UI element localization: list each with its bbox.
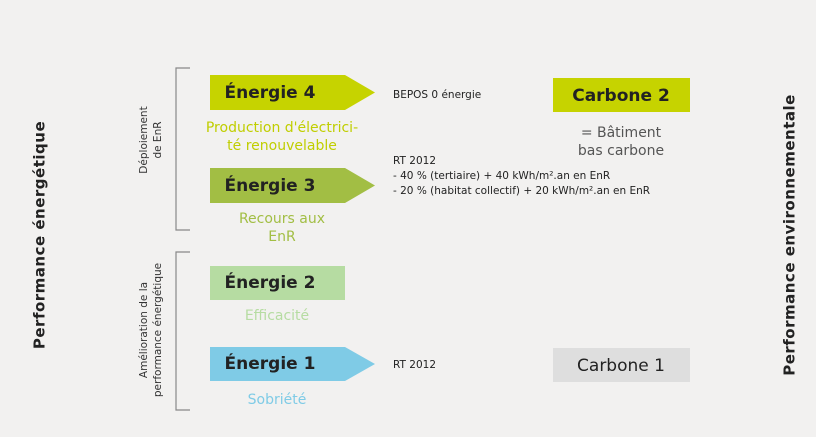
requirement: BEPOS 0 énergie (393, 89, 481, 101)
carbon-label: Carbone 1 (577, 356, 665, 376)
level-box (210, 75, 345, 110)
level-note: té renouvelable (227, 138, 337, 154)
level-note: Production d'électrici- (206, 120, 358, 136)
level-label: Énergie 3 (225, 174, 316, 196)
group-label: performance énergétique (152, 263, 164, 397)
group-label: Amélioration de la (138, 282, 150, 378)
requirement: RT 2012 (393, 155, 436, 167)
arrow (345, 75, 375, 110)
level-label: Énergie 1 (225, 352, 316, 374)
requirement: RT 2012 (393, 359, 436, 371)
level-box (210, 347, 345, 381)
arrow (345, 347, 375, 381)
level-note: Sobriété (248, 392, 307, 408)
carbon-box (553, 348, 690, 382)
level-label: Énergie 4 (225, 81, 316, 103)
requirement: - 20 % (habitat collectif) + 20 kWh/m².a… (393, 185, 650, 197)
carbon-note: = Bâtiment (581, 125, 662, 141)
arrow (345, 168, 375, 203)
level-label: Énergie 2 (225, 271, 316, 293)
group-label: Déploiement (138, 106, 150, 173)
carbon-box (553, 78, 690, 112)
group-label: de EnR (152, 121, 164, 158)
carbon-note: bas carbone (578, 143, 664, 159)
level-note: EnR (268, 229, 296, 245)
requirement: - 40 % (tertiaire) + 40 kWh/m².an en EnR (393, 170, 610, 182)
level-box (210, 266, 345, 300)
level-note: Recours aux (239, 211, 325, 227)
group-bracket (175, 251, 190, 411)
level-note: Efficacité (245, 308, 309, 324)
group-bracket (175, 67, 190, 231)
carbon-label: Carbone 2 (572, 86, 670, 106)
left-axis-label: Performance énergétique (31, 121, 49, 349)
level-box (210, 168, 345, 203)
right-axis-label: Performance environnementale (781, 94, 799, 376)
